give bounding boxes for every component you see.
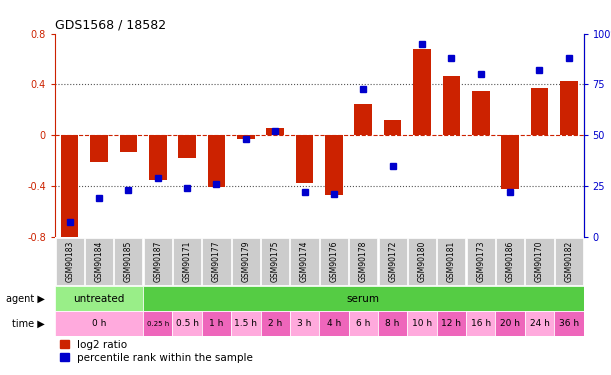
Text: 4 h: 4 h [327, 319, 341, 328]
Bar [560, 81, 577, 135]
Bar [266, 128, 284, 135]
Bar [149, 135, 167, 180]
Text: GSM90179: GSM90179 [241, 241, 251, 282]
Text: 1.5 h: 1.5 h [235, 319, 257, 328]
Text: untreated: untreated [73, 294, 125, 304]
FancyBboxPatch shape [144, 238, 172, 285]
FancyBboxPatch shape [349, 238, 378, 285]
Bar [120, 135, 137, 152]
Text: 6 h: 6 h [356, 319, 370, 328]
Text: GSM90177: GSM90177 [212, 241, 221, 282]
Bar [349, 311, 378, 336]
Text: 0.25 h: 0.25 h [147, 321, 169, 327]
FancyBboxPatch shape [525, 238, 554, 285]
Bar [378, 311, 408, 336]
Text: serum: serum [347, 294, 380, 304]
Text: 0.5 h: 0.5 h [175, 319, 199, 328]
Bar [290, 311, 320, 336]
Bar [231, 311, 260, 336]
Bar [202, 311, 231, 336]
Text: 12 h: 12 h [441, 319, 461, 328]
Bar [554, 311, 584, 336]
Bar [530, 88, 548, 135]
Legend: log2 ratio, percentile rank within the sample: log2 ratio, percentile rank within the s… [60, 339, 253, 363]
Bar [172, 311, 202, 336]
Text: time ▶: time ▶ [12, 318, 45, 328]
Bar [143, 311, 172, 336]
Text: GDS1568 / 18582: GDS1568 / 18582 [55, 18, 166, 31]
Bar [55, 286, 143, 311]
Bar [442, 76, 460, 135]
Bar [384, 120, 401, 135]
Bar [496, 311, 525, 336]
FancyBboxPatch shape [261, 238, 289, 285]
FancyBboxPatch shape [56, 238, 84, 285]
FancyBboxPatch shape [290, 238, 319, 285]
Bar [237, 135, 255, 139]
Text: 2 h: 2 h [268, 319, 282, 328]
Bar [296, 135, 313, 183]
Text: GSM90187: GSM90187 [153, 241, 163, 282]
Text: 1 h: 1 h [210, 319, 224, 328]
Text: GSM90171: GSM90171 [183, 241, 192, 282]
Text: GSM90181: GSM90181 [447, 241, 456, 282]
Text: GSM90183: GSM90183 [65, 241, 74, 282]
Bar [413, 49, 431, 135]
Text: 10 h: 10 h [412, 319, 432, 328]
FancyBboxPatch shape [114, 238, 142, 285]
FancyBboxPatch shape [320, 238, 348, 285]
Text: GSM90172: GSM90172 [388, 241, 397, 282]
FancyBboxPatch shape [408, 238, 436, 285]
Bar [525, 311, 554, 336]
Text: 36 h: 36 h [559, 319, 579, 328]
Bar [472, 91, 489, 135]
Text: 20 h: 20 h [500, 319, 520, 328]
Text: GSM90173: GSM90173 [476, 241, 485, 282]
Text: GSM90170: GSM90170 [535, 241, 544, 282]
FancyBboxPatch shape [202, 238, 230, 285]
FancyBboxPatch shape [496, 238, 524, 285]
FancyBboxPatch shape [467, 238, 495, 285]
Text: 0 h: 0 h [92, 319, 106, 328]
Bar [143, 286, 584, 311]
Bar [501, 135, 519, 189]
FancyBboxPatch shape [85, 238, 113, 285]
Bar [61, 135, 78, 239]
Bar [178, 135, 196, 158]
Text: GSM90178: GSM90178 [359, 241, 368, 282]
Text: GSM90176: GSM90176 [329, 241, 338, 282]
Text: 8 h: 8 h [386, 319, 400, 328]
Bar [319, 311, 349, 336]
FancyBboxPatch shape [232, 238, 260, 285]
Bar [408, 311, 437, 336]
Bar [437, 311, 466, 336]
Text: GSM90186: GSM90186 [505, 241, 514, 282]
FancyBboxPatch shape [437, 238, 466, 285]
FancyBboxPatch shape [555, 238, 583, 285]
Text: GSM90182: GSM90182 [565, 241, 573, 282]
Bar [208, 135, 225, 187]
Text: agent ▶: agent ▶ [5, 294, 45, 304]
Bar [90, 135, 108, 162]
Text: 16 h: 16 h [470, 319, 491, 328]
Text: GSM90184: GSM90184 [95, 241, 103, 282]
Bar [354, 104, 372, 135]
FancyBboxPatch shape [173, 238, 201, 285]
Text: GSM90180: GSM90180 [417, 241, 426, 282]
Text: GSM90175: GSM90175 [271, 241, 280, 282]
Bar [466, 311, 496, 336]
Text: 3 h: 3 h [298, 319, 312, 328]
Text: GSM90185: GSM90185 [124, 241, 133, 282]
Bar [55, 311, 143, 336]
Bar [325, 135, 343, 195]
Bar [260, 311, 290, 336]
Text: GSM90174: GSM90174 [300, 241, 309, 282]
Text: 24 h: 24 h [530, 319, 549, 328]
FancyBboxPatch shape [379, 238, 407, 285]
